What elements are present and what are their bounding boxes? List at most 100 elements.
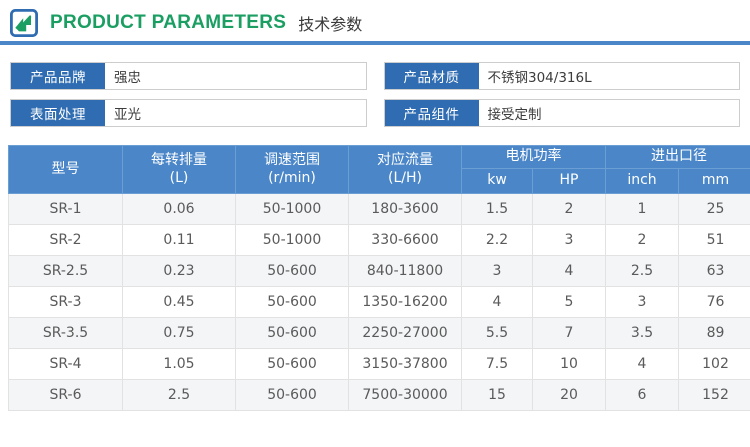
table-row: SR-2 0.11 50-1000 330-6600 2.2 3 2 51 <box>8 224 750 256</box>
table-row: SR-1 0.06 50-1000 180-3600 1.5 2 1 25 <box>8 193 750 225</box>
cell-hp: 5 <box>532 286 606 318</box>
table-head: 型号 每转排量 (L) 调速范围 (r/min) 对应流量 <box>8 145 750 194</box>
cell-model: SR-4 <box>8 348 123 380</box>
cell-flow: 2250-27000 <box>348 317 462 349</box>
cell-speed: 50-600 <box>235 286 349 318</box>
cell-inch: 3 <box>605 286 679 318</box>
cell-model: SR-3.5 <box>8 317 123 349</box>
cell-model: SR-3 <box>8 286 123 318</box>
cell-inch: 3.5 <box>605 317 679 349</box>
spec-row-brand: 产品品牌 强忠 <box>10 62 367 90</box>
cell-flow: 330-6600 <box>348 224 462 256</box>
cell-hp: 10 <box>532 348 606 380</box>
cell-kw: 15 <box>461 379 533 411</box>
zigzag-arrow-in-square-logo-icon <box>10 8 38 37</box>
col-header-flow-rate-line1: 对应流量 <box>377 151 433 168</box>
cell-hp: 3 <box>532 224 606 256</box>
spec-label-components: 产品组件 <box>384 100 479 126</box>
page-title-cn: 技术参数 <box>298 14 363 34</box>
table-row: SR-4 1.05 50-600 3150-37800 7.5 10 4 102 <box>8 348 750 380</box>
cell-kw: 5.5 <box>461 317 533 349</box>
page-title-en: PRODUCT PARAMETERS <box>50 11 287 33</box>
col-header-displacement-line1: 每转排量 <box>151 151 207 168</box>
cell-mm: 76 <box>678 286 750 318</box>
cell-mm: 152 <box>678 379 750 411</box>
col-header-displacement: 每转排量 (L) <box>122 145 236 194</box>
header-divider <box>0 41 750 45</box>
cell-flow: 840-11800 <box>348 255 462 287</box>
spec-row-material: 产品材质 不锈钢304/316L <box>383 62 740 90</box>
cell-displacement: 2.5 <box>122 379 236 411</box>
cell-speed: 50-600 <box>235 348 349 380</box>
cell-displacement: 0.45 <box>122 286 236 318</box>
col-header-port-size-inch: inch <box>605 168 679 194</box>
spec-label-brand: 产品品牌 <box>11 63 105 89</box>
cell-speed: 50-1000 <box>235 193 349 225</box>
cell-flow: 7500-30000 <box>348 379 462 411</box>
cell-inch: 1 <box>605 193 679 225</box>
cell-kw: 4 <box>461 286 533 318</box>
spec-value-material: 不锈钢304/316L <box>487 70 592 86</box>
cell-kw: 7.5 <box>461 348 533 380</box>
cell-inch: 4 <box>605 348 679 380</box>
cell-speed: 50-600 <box>235 255 349 287</box>
col-header-speed-range-line2: (r/min) <box>268 169 316 186</box>
col-header-displacement-line2: (L) <box>169 169 189 186</box>
page-header: PRODUCT PARAMETERS 技术参数 <box>0 0 750 45</box>
cell-mm: 63 <box>678 255 750 287</box>
cell-speed: 50-600 <box>235 379 349 411</box>
cell-kw: 1.5 <box>461 193 533 225</box>
cell-displacement: 0.11 <box>122 224 236 256</box>
col-header-motor-power-kw: kw <box>461 168 533 194</box>
spec-value-components: 接受定制 <box>487 107 542 123</box>
cell-model: SR-2 <box>8 224 123 256</box>
spec-row-components: 产品组件 接受定制 <box>383 99 740 127</box>
spec-label-surface-treatment: 表面处理 <box>11 100 105 126</box>
table-row: SR-6 2.5 50-600 7500-30000 15 20 6 152 <box>8 379 750 411</box>
col-header-model: 型号 <box>8 145 123 194</box>
table-body: SR-1 0.06 50-1000 180-3600 1.5 2 1 25 SR-2 0.11 50… <box>8 193 750 411</box>
table-row: SR-2.5 0.23 50-600 840-11800 3 4 2.5 63 <box>8 255 750 287</box>
cell-model: SR-2.5 <box>8 255 123 287</box>
cell-inch: 2 <box>605 224 679 256</box>
spec-row-surface-treatment: 表面处理 亚光 <box>10 99 367 127</box>
col-header-flow-rate: 对应流量 (L/H) <box>348 145 462 194</box>
cell-displacement: 1.05 <box>122 348 236 380</box>
parameters-table-wrap: 型号 每转排量 (L) 调速范围 (r/min) 对应流量 <box>8 145 750 411</box>
col-header-speed-range: 调速范围 (r/min) <box>235 145 349 194</box>
col-header-port-size-mm: mm <box>678 168 750 194</box>
spec-value-surface-treatment: 亚光 <box>114 107 141 123</box>
table-row: SR-3.5 0.75 50-600 2250-27000 5.5 7 3.5 89 <box>8 317 750 349</box>
col-header-speed-range-line1: 调速范围 <box>264 151 320 168</box>
cell-hp: 2 <box>532 193 606 225</box>
cell-inch: 6 <box>605 379 679 411</box>
cell-flow: 3150-37800 <box>348 348 462 380</box>
cell-kw: 3 <box>461 255 533 287</box>
cell-speed: 50-1000 <box>235 224 349 256</box>
cell-kw: 2.2 <box>461 224 533 256</box>
cell-mm: 25 <box>678 193 750 225</box>
col-header-motor-power-hp: HP <box>532 168 606 194</box>
cell-displacement: 0.75 <box>122 317 236 349</box>
cell-hp: 4 <box>532 255 606 287</box>
cell-model: SR-1 <box>8 193 123 225</box>
spec-label-material: 产品材质 <box>384 63 479 89</box>
table-head-row-1: 型号 每转排量 (L) 调速范围 (r/min) 对应流量 <box>8 145 750 194</box>
col-header-flow-rate-line2: (L/H) <box>388 169 422 186</box>
cell-displacement: 0.06 <box>122 193 236 225</box>
cell-inch: 2.5 <box>605 255 679 287</box>
col-header-group-motor-power: 电机功率 <box>461 145 606 169</box>
cell-mm: 51 <box>678 224 750 256</box>
table-row: SR-3 0.45 50-600 1350-16200 4 5 3 76 <box>8 286 750 318</box>
col-header-group-port-size: 进出口径 <box>605 145 750 169</box>
cell-hp: 20 <box>532 379 606 411</box>
cell-speed: 50-600 <box>235 317 349 349</box>
cell-flow: 180-3600 <box>348 193 462 225</box>
cell-flow: 1350-16200 <box>348 286 462 318</box>
cell-hp: 7 <box>532 317 606 349</box>
cell-displacement: 0.23 <box>122 255 236 287</box>
parameters-table: 型号 每转排量 (L) 调速范围 (r/min) 对应流量 <box>8 145 750 411</box>
cell-model: SR-6 <box>8 379 123 411</box>
cell-mm: 102 <box>678 348 750 380</box>
spec-value-brand: 强忠 <box>114 70 141 86</box>
